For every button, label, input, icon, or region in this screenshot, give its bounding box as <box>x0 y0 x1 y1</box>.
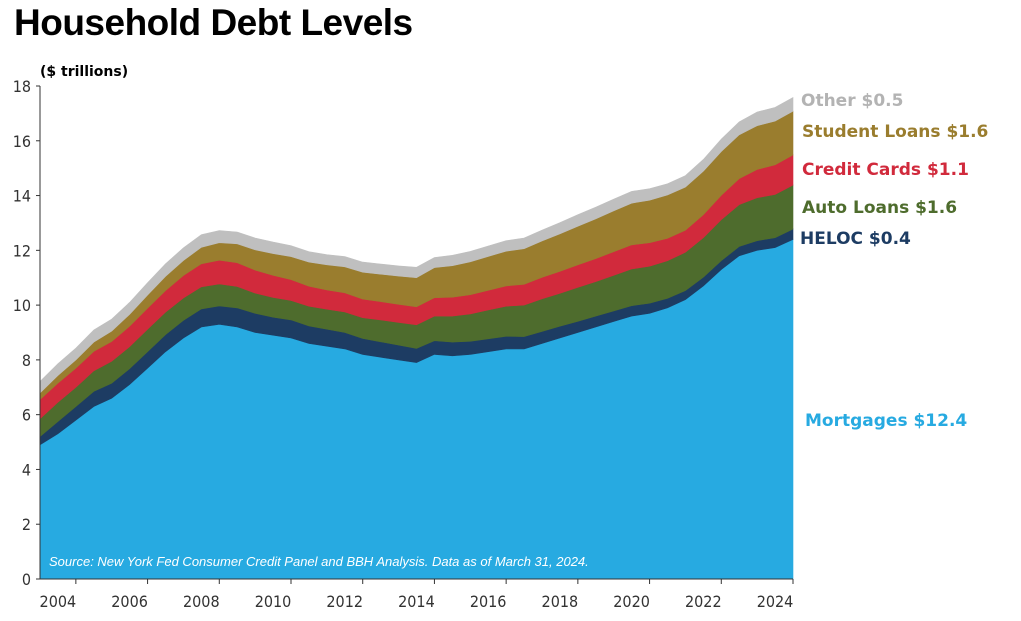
x-tick-label: 2004 <box>40 592 77 611</box>
y-axis-units-label: ($ trillions) <box>40 64 129 80</box>
x-tick-label: 2024 <box>757 592 794 611</box>
y-tick-label: 2 <box>22 515 31 534</box>
end-label-heloc: HELOC $0.4 <box>800 229 911 249</box>
end-label-auto-loans: Auto Loans $1.6 <box>802 198 958 218</box>
x-tick-label: 2016 <box>470 592 507 611</box>
y-tick-label: 6 <box>22 406 31 425</box>
end-label-student-loans: Student Loans $1.6 <box>802 122 989 142</box>
area-layers <box>39 96 794 580</box>
y-tick-label: 14 <box>13 187 31 206</box>
x-tick-label: 2006 <box>111 592 148 611</box>
y-tick-label: 4 <box>22 460 31 479</box>
y-tick-label: 10 <box>13 296 31 315</box>
end-label-mortgages: Mortgages $12.4 <box>805 411 968 431</box>
y-tick-label: 8 <box>22 351 31 370</box>
chart-title: Household Debt Levels <box>14 2 413 43</box>
source-note: Source: New York Fed Consumer Credit Pan… <box>49 554 589 569</box>
x-tick-label: 2010 <box>255 592 292 611</box>
x-tick-label: 2012 <box>326 592 363 611</box>
end-label-other: Other $0.5 <box>801 91 904 111</box>
axes: 0 2 4 6 8 10 12 14 16 18 2004 2006 2008 2010 2012 2014 2… <box>13 77 794 611</box>
y-tick-label: 0 <box>22 570 31 589</box>
end-label-credit-cards: Credit Cards $1.1 <box>802 160 969 180</box>
y-tick-label: 16 <box>13 132 31 151</box>
x-tick-label: 2018 <box>542 592 579 611</box>
x-tick-label: 2020 <box>613 592 650 611</box>
x-tick-label: 2022 <box>685 592 722 611</box>
x-tick-label: 2008 <box>183 592 220 611</box>
area-other <box>39 96 794 394</box>
y-tick-label: 18 <box>13 77 31 96</box>
x-tick-label: 2014 <box>398 592 435 611</box>
y-tick-label: 12 <box>13 241 31 260</box>
